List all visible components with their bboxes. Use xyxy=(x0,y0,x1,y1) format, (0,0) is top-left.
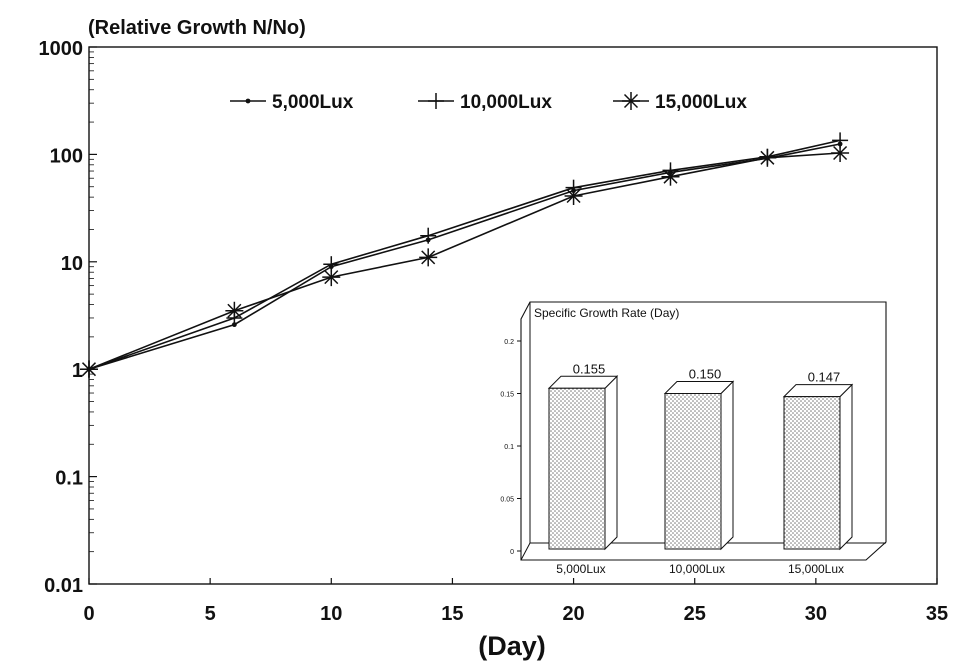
bar-value-label: 0.147 xyxy=(808,370,841,385)
series-layer xyxy=(80,132,850,379)
data-point-asterisk xyxy=(831,144,850,163)
x-tick-label: 10 xyxy=(320,603,342,625)
bar-side xyxy=(839,383,853,551)
inset-y-axis: 0 0.05 0.1 0.15 0.2 xyxy=(500,319,522,560)
legend-label: 15,000Lux xyxy=(655,92,747,113)
legend: 5,000Lux 10,000Lux 15,000Lux xyxy=(230,92,747,113)
data-point-asterisk xyxy=(622,92,640,110)
asterisk-marker-d2 xyxy=(623,93,639,109)
x-tick-label: 30 xyxy=(805,603,827,625)
legend-item: 5,000Lux xyxy=(230,92,354,113)
asterisk-marker-d2 xyxy=(324,270,339,285)
y-tick-label: 0.01 xyxy=(44,575,83,597)
series-2 xyxy=(80,144,850,379)
data-point-asterisk xyxy=(225,301,244,320)
inset-y-tick-label: 0.1 xyxy=(504,444,514,451)
asterisk-marker-d2 xyxy=(227,303,242,318)
y-tick-label: 0.1 xyxy=(55,468,83,490)
asterisk-marker-d2 xyxy=(81,362,97,377)
inset-bar: 0.155 5,000Lux xyxy=(547,361,619,576)
bar-category-label: 5,000Lux xyxy=(556,562,605,576)
bar-side xyxy=(720,380,734,551)
inset-growth-rate-chart: Specific Growth Rate (Day) 00.050.10.150… xyxy=(500,301,887,576)
asterisk-marker-d2 xyxy=(663,169,678,184)
x-tick-label: 35 xyxy=(926,603,948,625)
y-tick-label: 1000 xyxy=(39,38,84,60)
bar-top xyxy=(547,375,619,389)
inset-y-tick-label: 0.05 xyxy=(500,497,514,504)
data-point-asterisk xyxy=(564,186,583,205)
bar-front xyxy=(548,387,606,550)
bar-value-label: 0.150 xyxy=(689,367,722,382)
data-point-plus xyxy=(428,93,444,109)
asterisk-marker-d2 xyxy=(566,188,581,204)
data-point-asterisk xyxy=(419,248,438,267)
series-line xyxy=(88,139,841,370)
inset-bar: 0.147 15,000Lux xyxy=(782,370,854,576)
inset-y-tick-label: 0.15 xyxy=(500,392,514,399)
y-tick-label: 100 xyxy=(50,145,83,167)
legend-item: 10,000Lux xyxy=(418,92,552,113)
x-tick-label: 25 xyxy=(684,603,706,625)
data-point-asterisk xyxy=(80,360,98,379)
y-tick-label: 10 xyxy=(61,253,83,275)
data-point-dot xyxy=(245,98,251,104)
data-point-asterisk xyxy=(322,268,341,287)
inset-bars: 0.155 5,000Lux 0.150 10,000Lux 0.147 15,000Lu… xyxy=(547,361,854,576)
bar-top xyxy=(663,381,735,394)
bar-front xyxy=(783,396,841,550)
x-tick-label: 5 xyxy=(205,603,216,625)
x-axis-label: (Day) xyxy=(478,631,546,661)
bar-category-label: 15,000Lux xyxy=(788,562,844,576)
series-line xyxy=(88,152,841,370)
x-tick-label: 15 xyxy=(441,603,463,625)
inset-floor-left xyxy=(520,542,531,561)
bar-top xyxy=(782,384,854,398)
inset-y-tick-label: 0.2 xyxy=(504,339,514,346)
bar-side xyxy=(604,375,618,551)
asterisk-marker-d2 xyxy=(421,250,436,265)
bar-front xyxy=(664,393,722,550)
data-point-plus xyxy=(420,227,437,244)
inset-y-tick-label: 0 xyxy=(510,549,514,556)
inset-bar: 0.150 10,000Lux xyxy=(663,367,735,576)
x-tick-label: 0 xyxy=(83,603,94,625)
y-axis-label: (Relative Growth N/No) xyxy=(88,17,306,39)
bar-category-label: 10,000Lux xyxy=(669,562,725,576)
inset-title: Specific Growth Rate (Day) xyxy=(534,306,679,320)
legend-item: 15,000Lux xyxy=(613,92,747,113)
asterisk-marker-d2 xyxy=(760,150,775,165)
asterisk-marker-d2 xyxy=(833,145,848,161)
data-point-asterisk xyxy=(758,148,777,167)
x-tick-label: 20 xyxy=(562,603,584,625)
axes-layer: 0.01 0.1 1 10 100 1000 0 5 10 15 20 25 30 35 xyxy=(39,38,949,625)
plot-frame xyxy=(88,46,938,585)
bar-value-label: 0.155 xyxy=(573,361,606,376)
y-tick-label: 1 xyxy=(72,360,83,382)
legend-label: 5,000Lux xyxy=(272,92,354,113)
data-point-asterisk xyxy=(661,167,680,186)
legend-label: 10,000Lux xyxy=(460,92,552,113)
